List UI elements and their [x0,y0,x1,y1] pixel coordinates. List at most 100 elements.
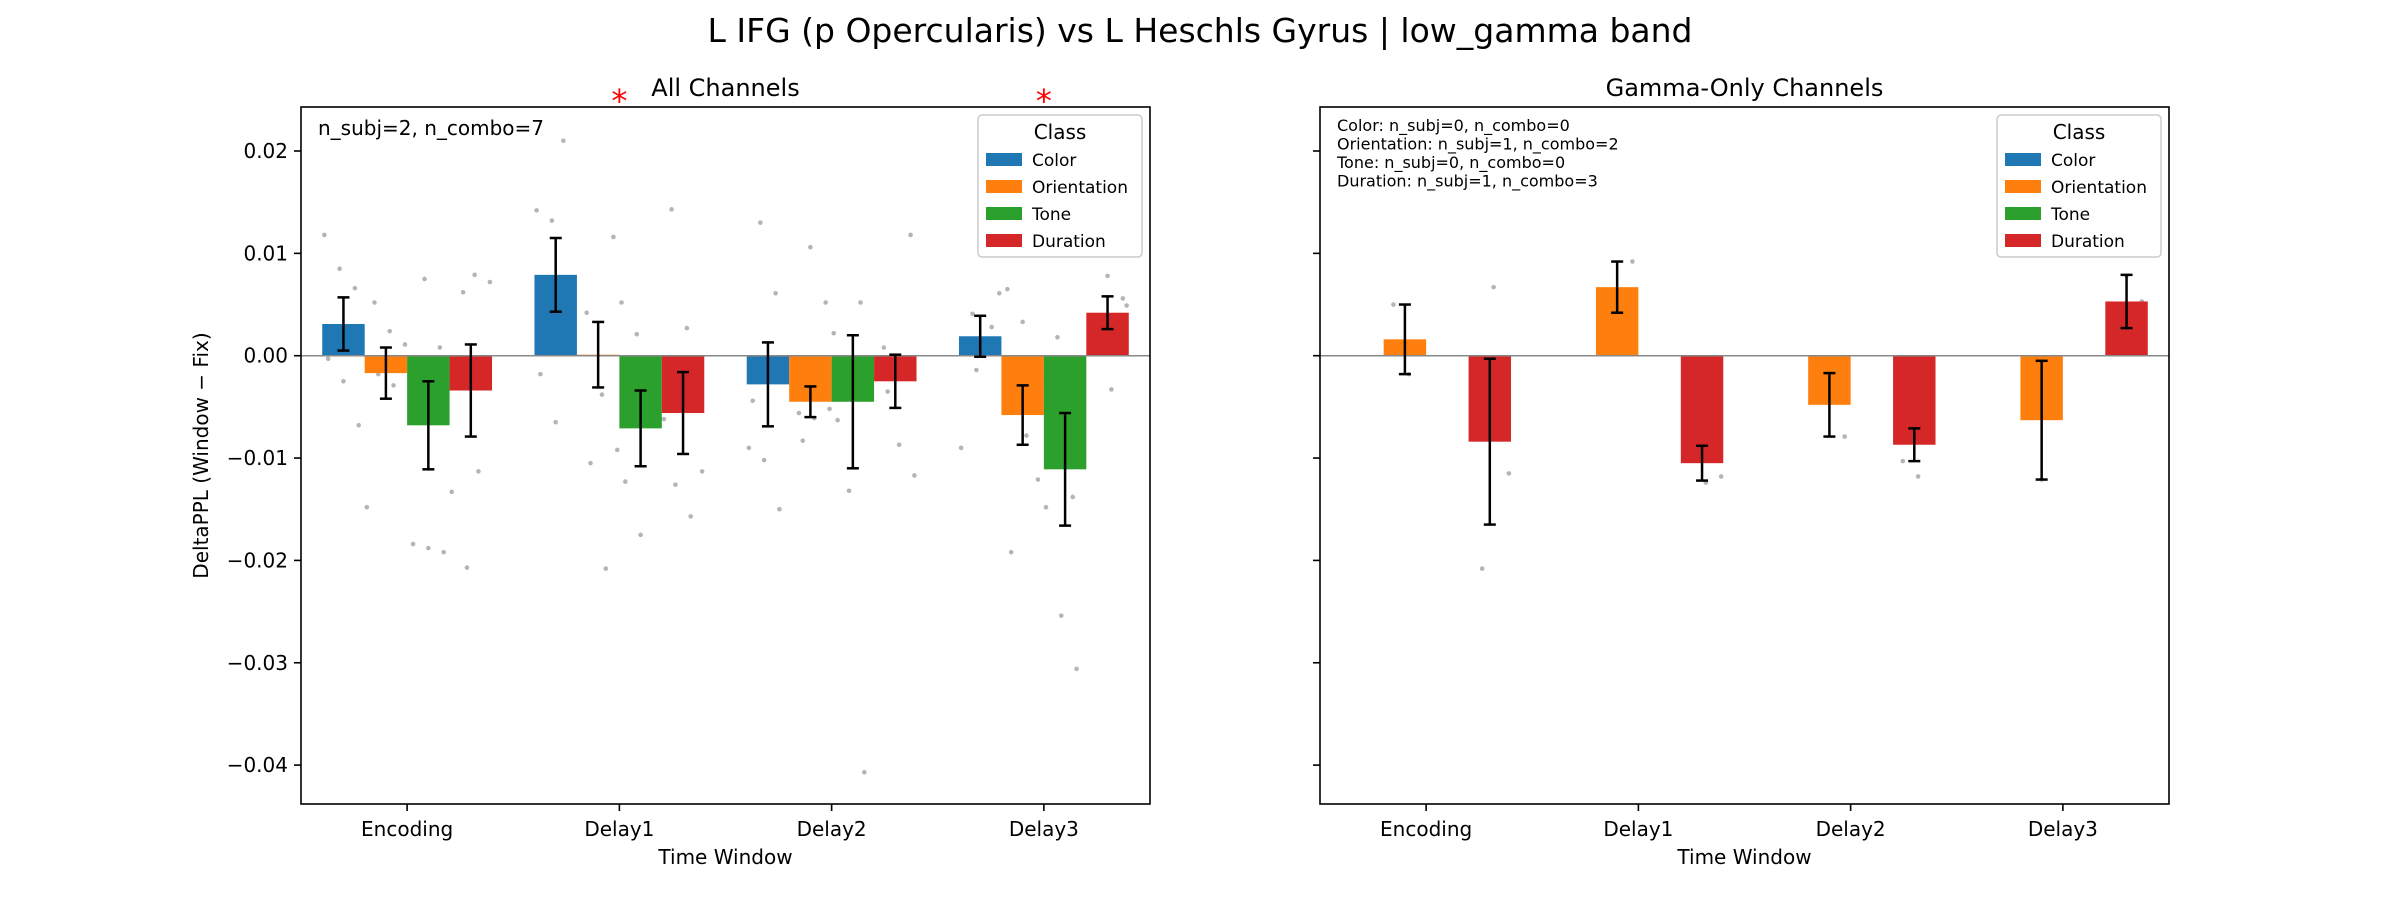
data-point [846,488,852,494]
annotation-line: Duration: n_subj=1, n_combo=3 [1337,172,1598,192]
legend-label: Tone [2050,205,2090,225]
error-bar [761,341,774,428]
chart-title: Gamma-Only Channels [1606,74,1884,102]
data-point [823,300,828,305]
error-bar [337,296,350,352]
legend-label: Duration [1032,232,1106,252]
data-point [1120,296,1126,301]
data-point [534,208,539,213]
error-bar [846,333,859,470]
data-point [997,290,1002,296]
data-point [827,406,832,412]
data-point [796,410,802,416]
data-point [322,232,327,238]
data-point [476,469,481,474]
data-point [758,220,763,225]
data-point [885,389,890,394]
x-tick-label: Delay1 [584,817,654,841]
x-tick-label: Encoding [1380,817,1472,841]
data-point [1074,666,1079,672]
legend-label: Orientation [1032,178,1128,198]
error-bar [549,236,562,313]
x-tick-label: Delay2 [797,817,867,841]
data-point [356,423,362,428]
data-point [1109,387,1114,392]
error-bar [1696,444,1709,482]
data-point [958,445,964,451]
data-point [661,416,667,422]
annotation-text: n_subj=2, n_combo=7 [318,116,544,140]
error-bar [1483,357,1496,526]
data-point [449,489,454,495]
data-point [777,506,782,512]
legend-title: Class [2053,120,2106,144]
data-point [831,330,837,336]
legend-swatch-tone [2005,207,2041,220]
legend-label: Orientation [2051,178,2147,198]
legend-swatch-color [2005,153,2041,166]
error-bar [2120,273,2133,330]
legend-title: Class [1034,120,1087,144]
data-point [1070,494,1076,500]
data-point [634,331,640,337]
data-point [1391,302,1396,307]
data-point [1842,434,1847,439]
data-point [970,311,975,317]
error-bar [1611,260,1624,314]
legend-label: Tone [1031,205,1071,225]
error-bar [1101,295,1114,331]
data-point [908,232,913,238]
y-tick-label: 0.00 [243,344,288,368]
x-axis-label: Time Window [1676,845,1811,869]
x-tick-label: Encoding [361,817,453,841]
x-tick-label: Delay3 [1009,817,1079,841]
data-point [896,442,902,448]
error-bar [1059,411,1072,527]
legend-box [1996,114,2162,258]
data-point [1900,458,1906,464]
legend: Class Color Orientation Tone Duration [977,114,1143,258]
error-bar [634,389,647,468]
data-point [623,479,628,484]
data-point [800,438,806,443]
data-point [688,514,693,519]
data-point [341,378,346,384]
data-point [684,325,690,331]
significance-star: * [1036,82,1052,120]
data-point [773,290,778,296]
error-bar [974,314,987,358]
data-point [881,345,887,350]
data-point [1124,303,1129,308]
data-point [441,549,446,555]
chart-all-channels: 0.02 0.01 0.00 −0.01 −0.02 −0.03 −0.04 Encoding… [189,74,1151,869]
data-point [1005,286,1010,292]
data-point [673,482,678,487]
annotation-line: Orientation: n_subj=1, n_combo=2 [1337,135,1619,155]
y-axis-label: DeltaPPL (Window − Fix) [189,332,213,578]
y-tick-label: −0.01 [227,446,288,470]
data-point [1718,474,1724,479]
data-point [410,541,416,547]
data-point [614,447,620,453]
annotation-line: Color: n_subj=0, n_combo=0 [1337,116,1570,136]
legend-label: Duration [2051,232,2125,252]
y-tick-label: −0.04 [227,753,288,777]
legend-label: Color [1032,151,1076,171]
legend-swatch-color [986,153,1022,166]
y-tick-label: 0.02 [243,139,288,163]
data-point [1035,477,1041,482]
legend-swatch-orientation [986,180,1022,193]
data-point [808,244,813,250]
data-point [619,300,624,305]
data-point [1024,433,1029,438]
data-point [437,345,443,350]
data-point [599,392,605,397]
data-point [858,300,863,305]
x-tick-label: Delay1 [1603,817,1673,841]
data-point [1630,259,1635,264]
legend-label: Color [2051,151,2095,171]
data-point [352,285,358,291]
data-point [472,272,477,278]
data-point [1043,504,1049,510]
annotation-line: Tone: n_subj=0, n_combo=0 [1336,153,1565,173]
